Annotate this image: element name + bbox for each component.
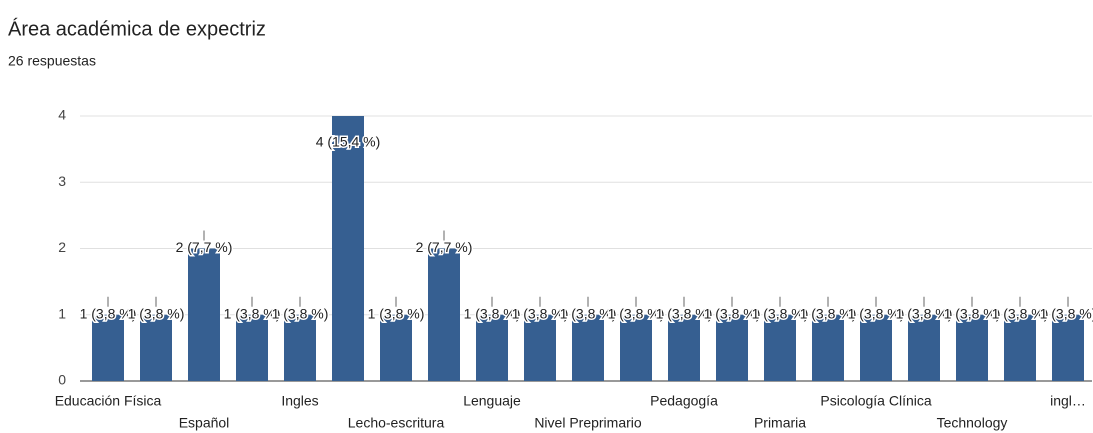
x-tick-label: Nivel Preprimario <box>534 415 642 431</box>
value-label: 1 (3,8 %) <box>464 305 521 321</box>
bar <box>188 248 220 381</box>
x-tick-label: Psicología Clínica <box>820 393 931 409</box>
x-tick-label: ingl… <box>1050 393 1086 409</box>
bar <box>1052 314 1084 381</box>
value-label: 2 (7,7 %) <box>416 239 473 255</box>
value-label: 1 (3,8 %) <box>848 305 905 321</box>
bar <box>236 314 268 381</box>
value-label: 1 (3,8 %) <box>560 305 617 321</box>
y-tick-label: 3 <box>58 173 66 189</box>
bar <box>956 314 988 381</box>
value-label: 1 (3,8 %) <box>656 305 713 321</box>
x-tick-label: Español <box>179 415 230 431</box>
bar <box>332 116 364 381</box>
y-tick-label: 2 <box>58 239 66 255</box>
value-label: 4 (15,4 %) <box>316 134 381 150</box>
bar <box>284 314 316 381</box>
x-tick-label: Lenguaje <box>463 393 521 409</box>
bar <box>572 314 604 381</box>
value-label: 1 (3,8 %) <box>608 305 665 321</box>
value-label: 1 (3,8 %) <box>80 305 137 321</box>
value-label: 1 (3,8 %) <box>224 305 281 321</box>
value-label: 1 (3,8 %) <box>752 305 809 321</box>
bar <box>524 314 556 381</box>
bar <box>860 314 892 381</box>
x-tick-label: Educación Física <box>55 393 162 409</box>
bar <box>140 314 172 381</box>
bar <box>380 314 412 381</box>
bar <box>812 314 844 381</box>
chart-subtitle: 26 respuestas <box>8 53 96 69</box>
value-label: 1 (3,8 %) <box>992 305 1049 321</box>
y-tick-label: 1 <box>58 305 66 321</box>
x-tick-label: Lecho-escritura <box>348 415 445 431</box>
value-label: 1 (3,8 %) <box>128 305 185 321</box>
value-label: 2 (7,7 %) <box>176 239 233 255</box>
x-tick-label: Ingles <box>281 393 318 409</box>
value-label: 1 (3,8 %) <box>704 305 761 321</box>
value-label: 1 (3,8 %) <box>800 305 857 321</box>
value-label: 1 (3,8 %) <box>272 305 329 321</box>
x-tick-label: Pedagogía <box>650 393 718 409</box>
x-tick-label: Primaria <box>754 415 806 431</box>
value-label: 1 (3,8 %) <box>512 305 569 321</box>
bar <box>1004 314 1036 381</box>
bar <box>716 314 748 381</box>
y-tick-label: 0 <box>58 372 66 388</box>
value-label: 1 (3,8 %) <box>1040 305 1093 321</box>
chart-title: Área académica de expectriz <box>8 17 266 40</box>
x-tick-label: Technology <box>937 415 1008 431</box>
value-label: 1 (3,8 %) <box>368 305 425 321</box>
bar <box>428 248 460 381</box>
value-label: 1 (3,8 %) <box>944 305 1001 321</box>
bar <box>908 314 940 381</box>
bar <box>92 314 124 381</box>
bar <box>476 314 508 381</box>
y-tick-label: 4 <box>58 107 66 123</box>
bar <box>620 314 652 381</box>
bar <box>764 314 796 381</box>
value-label: 1 (3,8 %) <box>896 305 953 321</box>
bar <box>668 314 700 381</box>
